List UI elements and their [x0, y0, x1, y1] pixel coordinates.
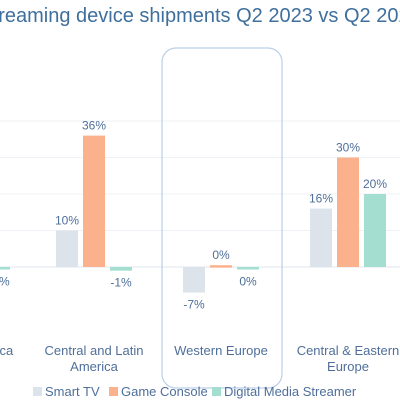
- bar: [110, 267, 132, 271]
- bar: [56, 230, 78, 267]
- value-label: 30%: [336, 141, 360, 155]
- value-label: 10%: [55, 214, 79, 228]
- value-label: -7%: [183, 298, 205, 312]
- category-label: Central & Eastern Europe: [297, 343, 400, 374]
- bar: [310, 208, 332, 267]
- chart-title: Streaming device shipments Q2 2023 vs Q2…: [0, 5, 400, 27]
- value-label: -1%: [110, 276, 132, 290]
- highlight-box: [161, 47, 283, 389]
- legend-swatch: [109, 387, 118, 396]
- value-label: -0%: [0, 275, 10, 289]
- bar: [337, 157, 359, 267]
- category-label: Western Europe: [174, 343, 268, 358]
- legend-swatch: [212, 387, 221, 396]
- value-labels: 10% -7% 16% 36% 0% 30% -0% -1% 0% 20%: [0, 119, 387, 312]
- value-label: 0%: [212, 248, 230, 262]
- bar: [0, 267, 10, 270]
- legend-label: Game Console: [121, 384, 208, 399]
- value-label: 36%: [82, 119, 106, 133]
- bar: [237, 267, 259, 270]
- category-label: North America: [0, 343, 14, 358]
- value-label: 20%: [363, 177, 387, 191]
- legend: Smart TV Game Console Digital Media Stream…: [33, 384, 357, 399]
- legend-swatch: [33, 387, 42, 396]
- category-label: Central and Latin America: [44, 343, 143, 374]
- value-label: 16%: [309, 192, 333, 206]
- bar: [183, 267, 205, 293]
- bars: [0, 135, 386, 293]
- bar: [83, 135, 105, 267]
- legend-label: Digital Media Streamer: [224, 384, 357, 399]
- value-label: 0%: [239, 275, 257, 289]
- bar: [210, 265, 232, 268]
- bar: [364, 194, 386, 267]
- legend-label: Smart TV: [45, 384, 100, 399]
